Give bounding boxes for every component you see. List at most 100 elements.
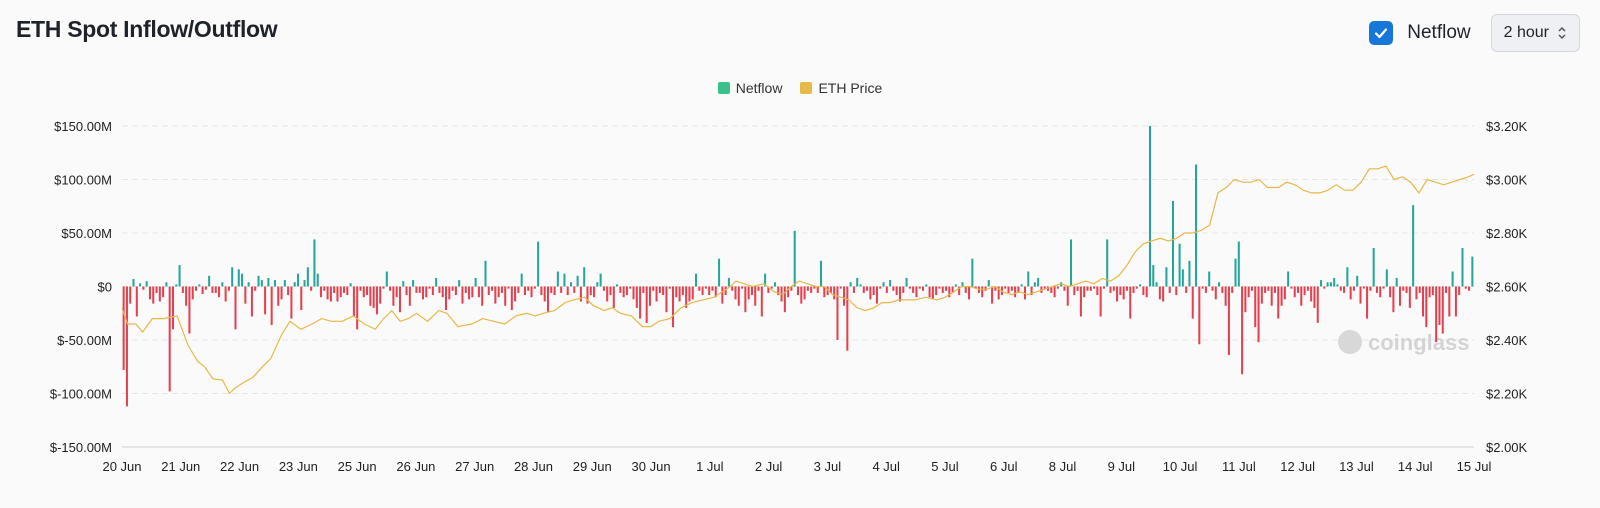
netflow-bar xyxy=(204,286,207,290)
x-tick: 5 Jul xyxy=(931,459,959,474)
netflow-bar xyxy=(612,286,615,308)
netflow-bar xyxy=(826,286,829,296)
y-tick-right: $2.00K xyxy=(1486,440,1528,455)
netflow-bar xyxy=(158,286,161,302)
netflow-bar xyxy=(264,286,267,315)
legend-item-netflow[interactable]: Netflow xyxy=(717,80,782,96)
netflow-bar xyxy=(1293,286,1296,298)
netflow-bar xyxy=(1448,286,1451,317)
netflow-bar xyxy=(395,286,398,298)
netflow-bar xyxy=(382,286,385,289)
page-title: ETH Spot Inflow/Outflow xyxy=(16,16,278,42)
netflow-bar xyxy=(1155,282,1158,287)
netflow-bar xyxy=(356,286,359,330)
netflow-bar xyxy=(129,286,132,304)
netflow-bar xyxy=(849,282,852,287)
netflow-bar xyxy=(1247,286,1250,298)
netflow-bar xyxy=(704,286,707,289)
netflow-bar xyxy=(991,286,994,304)
netflow-bar xyxy=(813,286,816,289)
netflow-bar xyxy=(250,286,253,317)
netflow-bar xyxy=(1224,286,1227,306)
netflow-bar xyxy=(1178,243,1181,287)
netflow-bar xyxy=(1070,239,1073,287)
netflow-bar xyxy=(1171,200,1175,287)
netflow-bar xyxy=(1320,280,1323,287)
y-tick-left: $150.00M xyxy=(54,119,112,134)
netflow-bar xyxy=(408,286,411,306)
netflow-bar xyxy=(352,286,355,317)
netflow-bar xyxy=(319,286,323,298)
netflow-bar xyxy=(681,286,684,296)
netflow-bar xyxy=(454,286,457,296)
netflow-bar xyxy=(306,267,309,287)
netflow-bar xyxy=(1218,282,1221,287)
netflow-bar xyxy=(968,286,971,300)
netflow-bar xyxy=(185,286,188,306)
netflow-bar xyxy=(540,286,543,296)
netflow-bar xyxy=(464,286,467,293)
netflow-bar xyxy=(662,286,665,296)
netflow-bar xyxy=(836,286,839,340)
netflow-bar xyxy=(402,281,405,287)
netflow-bar xyxy=(421,286,425,300)
netflow-bar xyxy=(862,286,865,293)
netflow-bar xyxy=(1135,286,1138,289)
netflow-bar xyxy=(339,286,342,298)
netflow-bar xyxy=(790,286,793,291)
netflow-bar xyxy=(619,286,622,293)
netflow-bar xyxy=(231,267,234,287)
netflow-bar xyxy=(1451,271,1454,287)
netflow-bar xyxy=(303,280,306,287)
netflow-bar xyxy=(671,286,675,328)
netflow-bar xyxy=(606,286,609,302)
netflow-bar xyxy=(757,286,760,291)
netflow-checkbox[interactable] xyxy=(1369,21,1394,45)
netflow-bar xyxy=(714,286,717,298)
netflow-bar xyxy=(892,286,895,291)
netflow-bar xyxy=(1421,286,1425,317)
netflow-bar xyxy=(816,286,819,293)
netflow-bar xyxy=(247,282,250,287)
netflow-bar xyxy=(760,286,763,317)
netflow-bar xyxy=(691,286,694,300)
netflow-bar xyxy=(1093,286,1096,289)
netflow-bar xyxy=(1254,286,1257,328)
netflow-bar xyxy=(931,286,934,300)
netflow-bar xyxy=(1306,286,1309,291)
netflow-bar xyxy=(843,286,846,306)
netflow-bar xyxy=(148,286,151,300)
netflow-bar xyxy=(494,286,497,304)
legend-item-eth-price[interactable]: ETH Price xyxy=(800,80,882,96)
netflow-checkbox-label[interactable]: Netflow xyxy=(1407,22,1471,43)
netflow-bar xyxy=(695,273,698,287)
netflow-bar xyxy=(224,286,227,302)
chevron-updown-icon xyxy=(1557,26,1567,40)
netflow-bar xyxy=(514,286,517,302)
netflow-bar xyxy=(323,286,326,291)
netflow-bar xyxy=(570,282,573,287)
interval-select[interactable]: 2 hour xyxy=(1490,14,1580,52)
netflow-bar xyxy=(806,286,809,291)
netflow-bar xyxy=(1033,282,1036,287)
netflow-bar xyxy=(1185,286,1188,293)
netflow-bar xyxy=(1231,286,1234,293)
netflow-bar xyxy=(214,286,217,293)
netflow-bar xyxy=(155,286,158,293)
netflow-bar xyxy=(869,286,872,300)
netflow-bar xyxy=(1129,286,1132,319)
netflow-bar xyxy=(625,286,628,296)
netflow-bar xyxy=(1063,286,1066,291)
netflow-bar xyxy=(227,286,230,291)
netflow-bar xyxy=(471,286,474,298)
chart-controls: Netflow 2 hour xyxy=(1369,14,1580,52)
netflow-bar xyxy=(1004,286,1007,289)
x-tick: 20 Jun xyxy=(102,459,141,474)
y-tick-left: $-150.00M xyxy=(50,440,112,455)
netflow-bar xyxy=(280,286,283,300)
netflow-bar xyxy=(1428,286,1431,298)
netflow-bar xyxy=(744,286,747,313)
netflow-bar xyxy=(313,239,316,287)
netflow-bar xyxy=(553,286,556,296)
netflow-bar xyxy=(1221,286,1224,293)
